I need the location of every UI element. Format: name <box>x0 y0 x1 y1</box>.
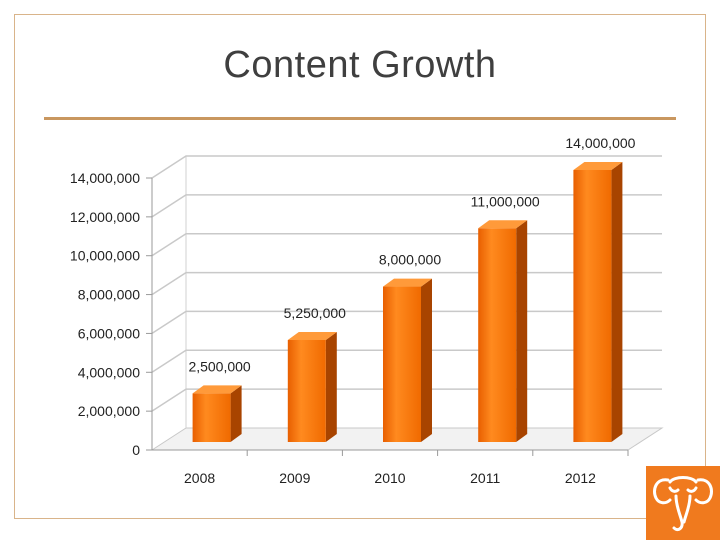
bar-top <box>478 220 528 229</box>
y-tick-label: 0 <box>132 442 140 458</box>
bar-side <box>611 162 623 442</box>
bar-top <box>573 162 623 170</box>
y-axis: 0 2,000,000 4,000,000 6,000,000 8,000,000 10,… <box>70 170 153 458</box>
bar-top <box>192 385 242 394</box>
gridline <box>151 155 662 179</box>
bar-front <box>573 170 612 442</box>
y-tick-label: 14,000,000 <box>70 170 140 186</box>
x-tick-label: 2011 <box>470 470 500 486</box>
y-tick-label: 6,000,000 <box>78 325 140 341</box>
x-axis: 2008 2009 2010 2011 2012 <box>152 449 629 486</box>
elephant-icon <box>653 476 713 532</box>
y-tick-label: 4,000,000 <box>78 364 140 380</box>
bar-side <box>421 278 432 442</box>
bar <box>192 385 242 442</box>
data-label: 2,500,000 <box>188 358 250 374</box>
data-label: 5,250,000 <box>284 305 346 321</box>
bars <box>192 162 623 442</box>
bar <box>287 332 337 442</box>
bar-side <box>325 332 337 442</box>
gridline <box>151 194 662 218</box>
bar-front <box>383 286 421 442</box>
x-tick-label: 2009 <box>279 470 310 486</box>
x-tick-label: 2008 <box>184 470 215 486</box>
bar <box>573 162 623 442</box>
y-tick-label: 2,000,000 <box>78 403 140 419</box>
y-tick-label: 10,000,000 <box>70 248 140 264</box>
slide-title: Content Growth <box>223 44 497 86</box>
bar <box>383 278 432 442</box>
bar-front <box>192 393 231 442</box>
data-labels: 2,500,000 5,250,000 8,000,000 11,000,000 14,… <box>188 135 635 374</box>
data-label: 8,000,000 <box>379 252 441 268</box>
title-divider <box>44 117 676 120</box>
bar-side <box>516 220 528 442</box>
bar-front <box>478 228 517 442</box>
data-label: 11,000,000 <box>471 193 540 209</box>
bar-top <box>287 332 337 340</box>
bar-side <box>230 385 242 442</box>
bar-front <box>287 340 326 442</box>
x-tick-label: 2010 <box>374 470 405 486</box>
bar-top <box>383 278 432 287</box>
data-label: 14,000,000 <box>565 135 635 151</box>
y-tick-label: 8,000,000 <box>78 287 140 303</box>
slide-frame <box>14 14 706 519</box>
elephant-logo <box>646 466 720 540</box>
x-tick-label: 2012 <box>565 470 596 486</box>
bar <box>478 220 528 442</box>
y-tick-label: 12,000,000 <box>70 209 140 225</box>
